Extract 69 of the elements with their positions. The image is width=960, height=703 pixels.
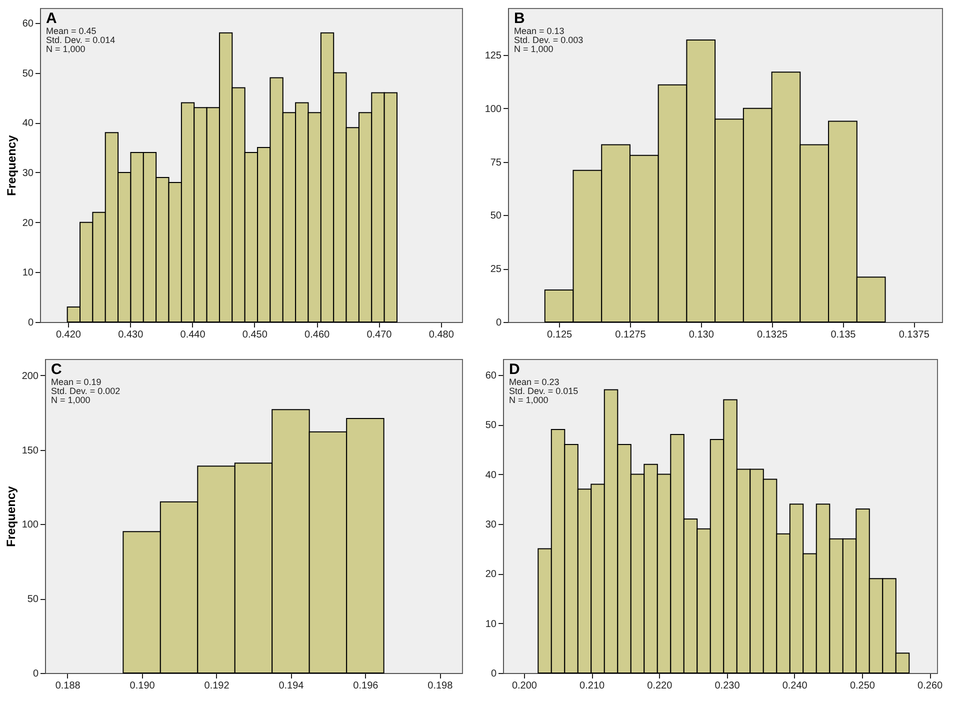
- y-tick-label: 60: [485, 370, 497, 382]
- y-tick-label: 50: [490, 210, 502, 222]
- y-tick-label: 40: [22, 118, 34, 130]
- x-tick-label: 0.1375: [898, 330, 930, 340]
- x-tick-label: 0.260: [918, 680, 944, 692]
- y-tick-label: 0: [28, 318, 34, 328]
- x-tick-label: 0.430: [118, 330, 144, 340]
- y-tick-label: 50: [22, 68, 34, 80]
- x-tick-label: 0.200: [512, 680, 538, 692]
- y-tick-label: 25: [490, 264, 502, 276]
- chart-title: C: [51, 361, 62, 378]
- x-tick-label: 0.194: [278, 680, 304, 692]
- annotation: N = 1,000: [46, 44, 86, 54]
- x-tick-label: 0.192: [204, 680, 230, 692]
- x-tick-label: 0.196: [353, 680, 379, 692]
- y-tick-label: 0: [490, 668, 497, 680]
- chart-title: B: [514, 10, 525, 27]
- x-tick-label: 0.1325: [757, 330, 788, 340]
- y-axis-title: Frequency: [4, 134, 18, 196]
- annotation: Mean = 0.13: [514, 26, 564, 36]
- y-tick-label: 75: [490, 157, 502, 168]
- y-tick-label: 60: [22, 18, 34, 30]
- x-tick-label: 0.240: [782, 680, 808, 692]
- y-tick-label: 125: [484, 50, 502, 62]
- x-tick-label: 0.450: [242, 330, 268, 340]
- y-tick-label: 100: [484, 104, 502, 115]
- y-tick-label: 200: [22, 370, 39, 382]
- chart-title: D: [509, 361, 520, 378]
- annotation: N = 1,000: [509, 395, 548, 405]
- x-tick-label: 0.220: [647, 680, 673, 692]
- annotation: Std. Dev. = 0.015: [509, 386, 578, 396]
- y-tick-label: 30: [22, 168, 34, 179]
- y-tick-label: 0: [32, 668, 39, 680]
- x-tick-label: 0.210: [580, 680, 606, 692]
- x-tick-label: 0.460: [304, 330, 330, 340]
- x-tick-label: 0.135: [830, 330, 856, 340]
- y-tick-label: 40: [485, 470, 497, 481]
- annotation: Std. Dev. = 0.014: [46, 35, 116, 45]
- annotation: Mean = 0.45: [46, 26, 96, 36]
- x-tick-label: 0.130: [688, 330, 714, 340]
- x-tick-label: 0.198: [428, 680, 454, 692]
- y-tick-label: 0: [496, 318, 502, 328]
- y-axis-title: Frequency: [4, 486, 18, 547]
- annotation: N = 1,000: [514, 44, 554, 54]
- y-tick-label: 150: [22, 445, 39, 456]
- y-tick-label: 10: [22, 268, 34, 279]
- annotation: N = 1,000: [51, 395, 90, 405]
- chart-title: A: [46, 10, 57, 27]
- y-tick-label: 50: [485, 420, 497, 432]
- y-tick-label: 50: [27, 594, 39, 606]
- x-tick-label: 0.230: [714, 680, 740, 692]
- x-tick-label: 0.420: [56, 330, 82, 340]
- x-tick-label: 0.250: [850, 680, 876, 692]
- x-tick-label: 0.188: [55, 680, 81, 692]
- x-tick-label: 0.440: [180, 330, 206, 340]
- annotation: Std. Dev. = 0.003: [514, 35, 584, 45]
- y-tick-label: 30: [485, 519, 497, 530]
- annotation: Std. Dev. = 0.002: [51, 386, 120, 396]
- x-tick-label: 0.125: [547, 330, 573, 340]
- x-tick-label: 0.480: [428, 330, 454, 340]
- y-tick-label: 20: [22, 218, 34, 229]
- y-tick-label: 20: [485, 569, 497, 580]
- x-tick-label: 0.1275: [615, 330, 646, 340]
- y-tick-label: 100: [22, 520, 39, 531]
- x-tick-label: 0.470: [366, 330, 392, 340]
- y-tick-label: 10: [485, 618, 497, 630]
- x-tick-label: 0.190: [130, 680, 156, 692]
- annotation: Mean = 0.23: [509, 377, 560, 387]
- annotation: Mean = 0.19: [51, 377, 102, 387]
